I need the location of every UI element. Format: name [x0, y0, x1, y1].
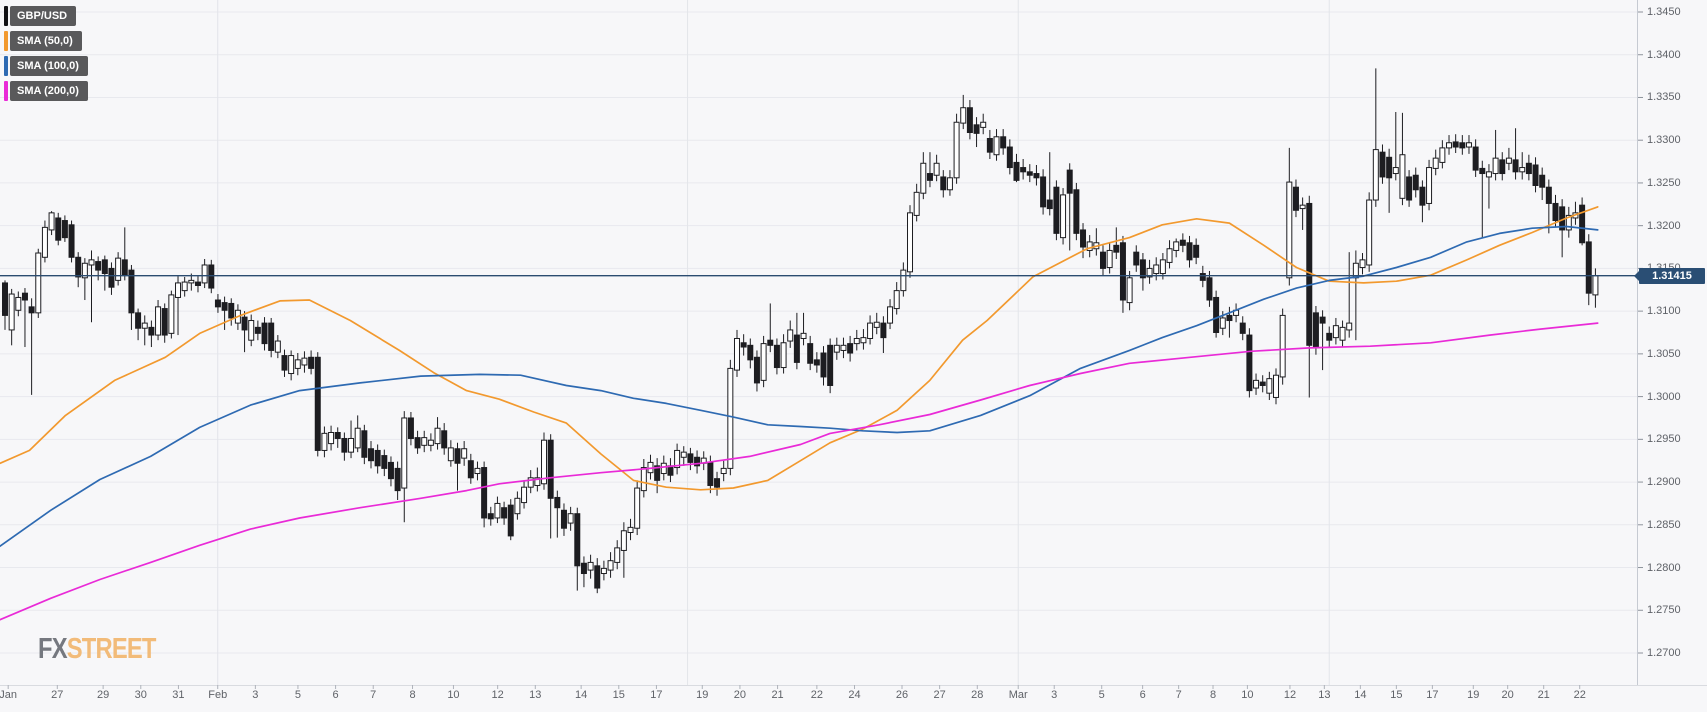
time-axis-label: 27 [51, 689, 64, 701]
time-axis-label: 17 [650, 689, 663, 701]
time-axis-label: 21 [1537, 689, 1550, 701]
time-axis-label: 22 [810, 689, 823, 701]
price-axis-label: 1.3250 [1647, 176, 1681, 189]
price-axis-label: 1.3200 [1647, 219, 1681, 232]
time-axis-label: 3 [1051, 689, 1058, 701]
sma50-line [0, 206, 1599, 491]
price-axis-label: 1.2800 [1647, 561, 1681, 574]
time-axis-label: 14 [1354, 689, 1367, 701]
time-axis-label: 17 [1426, 689, 1439, 701]
watermark-fx: FX [38, 633, 68, 665]
time-axis-label: 6 [332, 689, 339, 701]
price-axis-label: 1.3300 [1647, 134, 1681, 147]
time-axis-label: Feb [208, 689, 228, 701]
price-axis-label: 1.3100 [1647, 305, 1681, 318]
time-axis-label: 10 [447, 689, 460, 701]
time-axis-label: 7 [370, 689, 377, 701]
time-axis-label: 12 [491, 689, 504, 701]
legend-sma50-label: SMA (50,0) [10, 31, 82, 51]
time-axis-label: Jan [0, 689, 18, 701]
legend-sma100-label: SMA (100,0) [10, 56, 88, 76]
legend: GBP/USD SMA (50,0) SMA (100,0) SMA (200,… [4, 6, 88, 106]
sma50-color-swatch [4, 31, 8, 51]
time-axis-label: 6 [1139, 689, 1146, 701]
legend-symbol-badge[interactable]: GBP/USD [4, 6, 77, 26]
price-axis-label: 1.2700 [1647, 647, 1681, 659]
time-axis-label: 26 [895, 689, 909, 701]
time-axis-label: 7 [1175, 689, 1182, 701]
time-axis-label: 27 [933, 689, 946, 701]
axis-ticks-layer [0, 0, 1707, 689]
time-axis-label: 5 [1098, 689, 1105, 701]
legend-sma200-badge[interactable]: SMA (200,0) [4, 81, 88, 101]
price-axis-label: 1.2900 [1647, 476, 1681, 489]
watermark-street: STREET [66, 633, 157, 665]
time-axis-label: 15 [1390, 689, 1403, 701]
time-axis-label: 20 [1501, 689, 1514, 701]
time-axis-label: 13 [529, 689, 542, 701]
time-axis-label: 14 [575, 689, 588, 701]
time-axis-label: 22 [1573, 689, 1586, 701]
time-axis-label: 10 [1241, 689, 1254, 701]
legend-sma100-badge[interactable]: SMA (100,0) [4, 56, 88, 76]
time-axis-label: 8 [409, 689, 416, 701]
time-axis-label: Mar [1008, 689, 1028, 701]
time-axis-label: 13 [1318, 689, 1331, 701]
time-axis-label: 29 [97, 689, 110, 701]
time-axis-label: 31 [172, 689, 185, 701]
time-axis-label: 8 [1209, 689, 1217, 701]
time-axis-label: 21 [771, 689, 784, 701]
price-axis-label: 1.3350 [1647, 91, 1681, 104]
sma100-color-swatch [4, 56, 8, 76]
time-axis-label: 19 [696, 689, 709, 701]
sma200-line [0, 322, 1599, 621]
last-price-label: 1.31415 [1652, 269, 1692, 282]
candles-layer [2, 68, 1599, 594]
time-axis-label: 12 [1283, 689, 1297, 701]
time-axis-label: 24 [848, 689, 861, 701]
time-axis-label: 20 [733, 689, 747, 701]
time-axis-label: 3 [252, 689, 259, 701]
legend-sma200-label: SMA (200,0) [10, 81, 88, 101]
sma200-color-swatch [4, 81, 8, 101]
time-axis-label: 30 [134, 689, 147, 701]
fxstreet-watermark: FXSTREET [38, 633, 156, 666]
sma100-line [0, 225, 1599, 548]
grid-layer [0, 0, 1637, 685]
last-price-badge: 1.31415 [1634, 267, 1705, 284]
symbol-color-swatch [4, 6, 8, 26]
price-axis-label: 1.3450 [1647, 6, 1681, 18]
price-axis-label: 1.2850 [1647, 518, 1681, 531]
time-axis-label: 19 [1467, 689, 1480, 701]
price-axis-label: 1.2950 [1647, 433, 1681, 446]
time-axis-label: 15 [612, 689, 625, 701]
time-axis-label: 5 [294, 689, 301, 701]
price-axis-label: 1.3050 [1647, 347, 1681, 360]
legend-sma50-badge[interactable]: SMA (50,0) [4, 31, 82, 51]
legend-symbol-label: GBP/USD [10, 6, 77, 26]
price-axis-label: 1.3400 [1647, 48, 1681, 61]
price-axis-label: 1.2750 [1647, 604, 1681, 617]
time-axis-label: 28 [971, 689, 984, 701]
price-axis-label: 1.3000 [1647, 390, 1681, 403]
